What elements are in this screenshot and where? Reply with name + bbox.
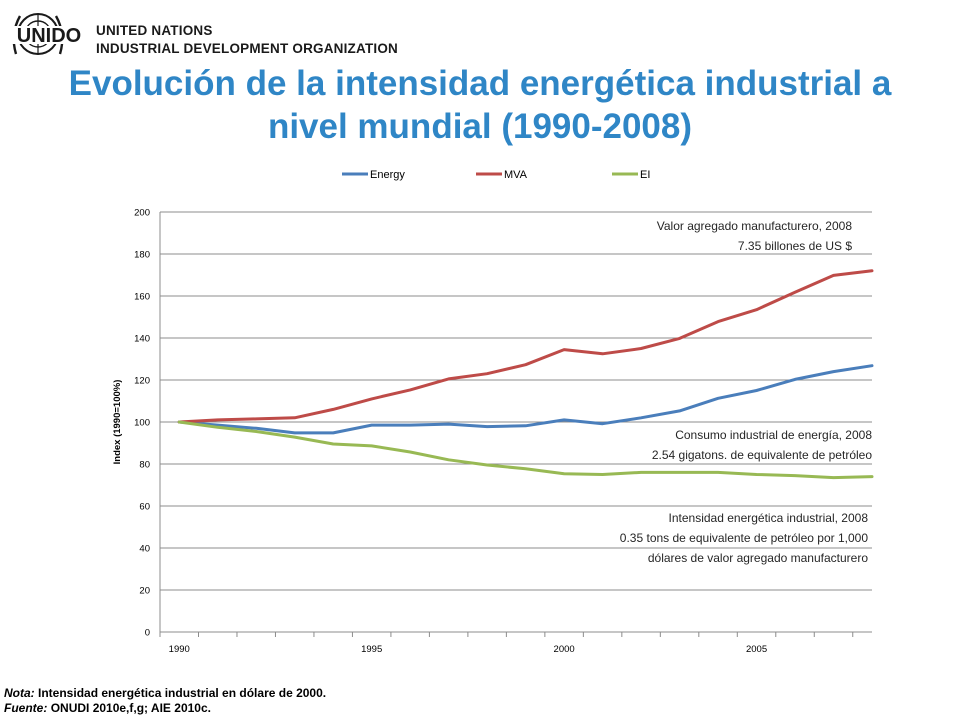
x-tick-label: 2000 bbox=[554, 644, 575, 655]
legend-label-ei: EI bbox=[640, 169, 650, 181]
source-label: Fuente: bbox=[4, 701, 48, 715]
y-tick-label: 200 bbox=[134, 208, 150, 219]
x-tick-label: 1990 bbox=[169, 644, 190, 655]
y-tick-label: 0 bbox=[145, 628, 150, 639]
y-tick-label: 140 bbox=[134, 334, 150, 345]
org-line1: UNITED NATIONS bbox=[96, 23, 213, 38]
unido-logo-text: UNIDO bbox=[17, 25, 81, 47]
org-line2: INDUSTRIAL DEVELOPMENT ORGANIZATION bbox=[96, 41, 399, 56]
legend-label-energy: Energy bbox=[370, 169, 405, 181]
annotation-mva: 7.35 billones de US $ bbox=[738, 239, 852, 253]
annotation-mva: Valor agregado manufacturero, 2008 bbox=[657, 219, 853, 233]
x-tick-label: 2005 bbox=[746, 644, 767, 655]
page-title: Evolución de la intensidad energética in… bbox=[0, 62, 960, 148]
org-name: UNITED NATIONS INDUSTRIAL DEVELOPMENT OR… bbox=[96, 22, 398, 58]
y-tick-label: 160 bbox=[134, 292, 150, 303]
annotation-energy: 2.54 gigatons. de equivalente de petróle… bbox=[652, 448, 872, 462]
y-tick-label: 100 bbox=[134, 418, 150, 429]
y-tick-label: 40 bbox=[139, 544, 150, 555]
series-line-mva bbox=[177, 269, 874, 424]
source-text: ONUDI 2010e,f,g; AIE 2010c. bbox=[50, 701, 211, 715]
annotation-ei: Intensidad energética industrial, 2008 bbox=[669, 511, 869, 525]
y-tick-label: 120 bbox=[134, 376, 150, 387]
annotation-ei: 0.35 tons de equivalente de petróleo por… bbox=[620, 531, 869, 545]
annotation-energy: Consumo industrial de energía, 2008 bbox=[675, 428, 872, 442]
y-tick-label: 20 bbox=[139, 586, 150, 597]
series-line-ei bbox=[177, 420, 874, 480]
y-tick-label: 180 bbox=[134, 250, 150, 261]
header: UNIDO UNITED NATIONS INDUSTRIAL DEVELOPM… bbox=[6, 4, 406, 68]
note-label: Nota: bbox=[4, 686, 35, 700]
title-line1: Evolución de la intensidad energética in… bbox=[68, 64, 892, 103]
y-tick-label: 80 bbox=[139, 460, 150, 471]
note-line: Nota: Intensidad energética industrial e… bbox=[4, 686, 326, 701]
annotation-ei: dólares de valor agregado manufacturero bbox=[648, 551, 868, 565]
y-tick-label: 60 bbox=[139, 502, 150, 513]
series-line-energy bbox=[177, 364, 874, 435]
y-axis-label: Index (1990=100%) bbox=[112, 380, 123, 465]
x-tick-label: 1995 bbox=[361, 644, 382, 655]
legend-label-mva: MVA bbox=[504, 169, 528, 181]
unido-logo: UNIDO bbox=[10, 13, 88, 55]
title-line2: nivel mundial (1990-2008) bbox=[267, 107, 693, 146]
source-line: Fuente: ONUDI 2010e,f,g; AIE 2010c. bbox=[4, 701, 326, 716]
footer-note: Nota: Intensidad energética industrial e… bbox=[4, 686, 326, 716]
note-text: Intensidad energética industrial en dóla… bbox=[38, 686, 327, 700]
